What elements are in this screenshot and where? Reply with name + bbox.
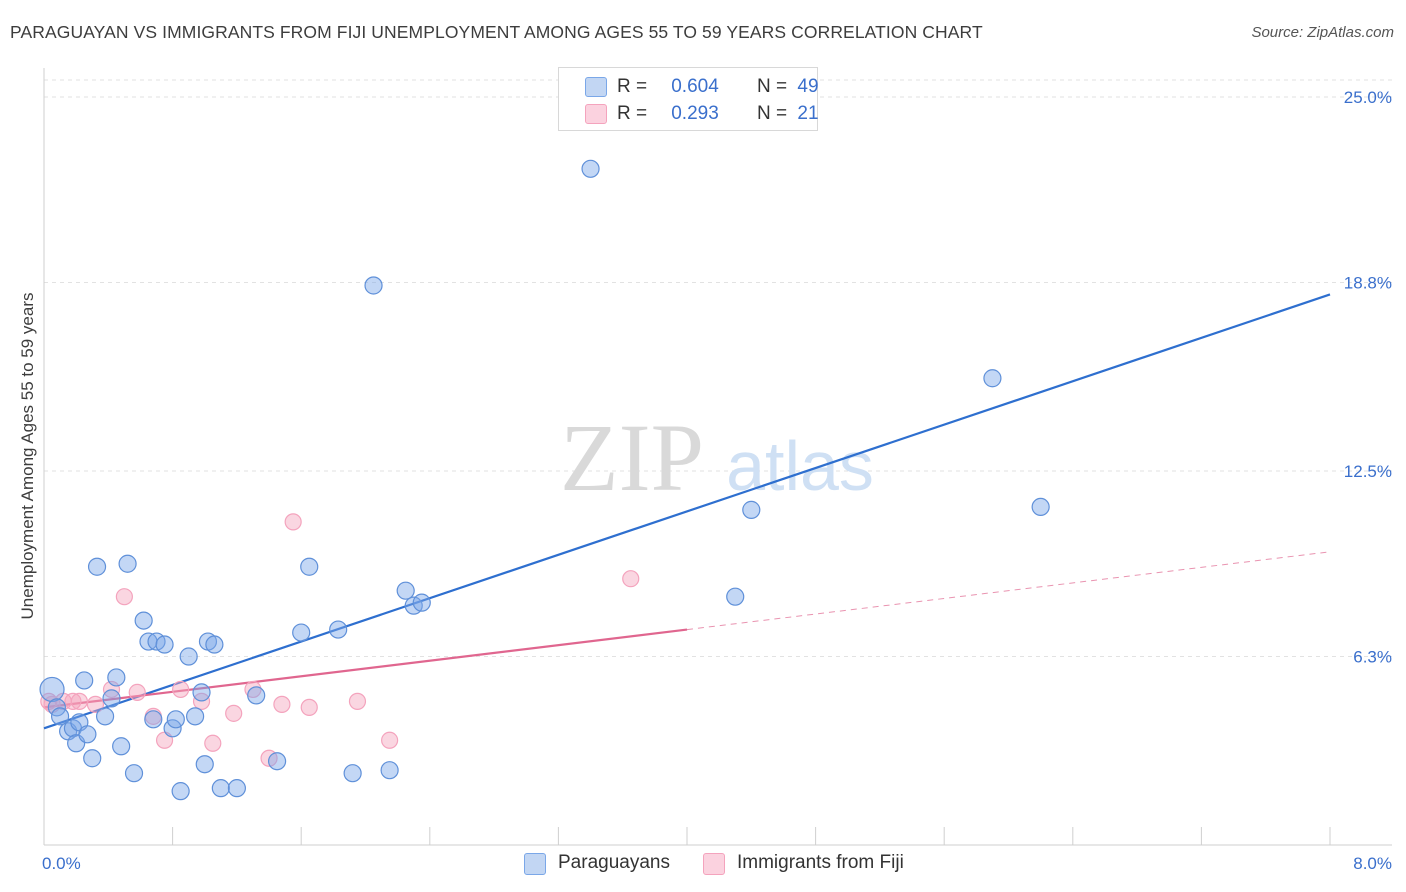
- fiji-point: [381, 731, 399, 749]
- fiji-point: [244, 680, 262, 699]
- fiji-point: [284, 513, 302, 531]
- legend-swatch-fiji: [585, 104, 607, 124]
- paraguayan-point: [364, 276, 383, 295]
- fiji-point: [64, 692, 82, 710]
- paraguayan-point: [50, 707, 70, 726]
- paraguayan-point: [267, 752, 287, 771]
- paraguayan-point: [211, 779, 230, 798]
- fiji-point: [128, 683, 146, 702]
- fiji-points: [40, 513, 640, 767]
- paraguayan-point: [380, 761, 399, 780]
- paraguayan-point: [983, 369, 1002, 388]
- fiji-point: [273, 695, 291, 713]
- fiji-point: [300, 698, 318, 716]
- watermark-atlas: atlas: [726, 427, 874, 505]
- paraguayan-point: [124, 764, 144, 783]
- fiji-point: [86, 695, 105, 713]
- paraguayan-point: [186, 707, 205, 726]
- paraguayan-point: [171, 782, 190, 801]
- paraguayan-point: [95, 707, 115, 726]
- x-tick-label-min: 0.0%: [42, 854, 81, 873]
- axes: [43, 68, 1392, 846]
- paraguayan-point: [192, 683, 211, 702]
- paraguayan-point: [247, 686, 266, 705]
- paraguayan-point: [343, 764, 362, 783]
- y-tick-label: 6.3%: [1353, 648, 1392, 667]
- paraguayan-point: [78, 725, 97, 744]
- legend-swatch-paraguayans: [524, 853, 546, 875]
- trendline-fiji: [43, 628, 688, 709]
- legend-r-label: R =: [617, 103, 648, 124]
- paraguayan-point: [742, 500, 761, 519]
- legend-r-value: 0.293: [671, 103, 719, 124]
- paraguayan-point: [112, 737, 131, 756]
- legend-n-value: 49: [797, 76, 819, 97]
- paraguayan-point: [329, 620, 348, 639]
- paraguayan-point: [155, 635, 174, 654]
- legend-n-label: N =: [757, 76, 788, 97]
- paraguayan-point: [87, 557, 107, 576]
- legend-swatch-fiji: [703, 853, 725, 875]
- chart-title: PARAGUAYAN VS IMMIGRANTS FROM FIJI UNEMP…: [10, 22, 983, 42]
- trendline-fiji-extension: [686, 551, 1331, 631]
- watermark: ZIP atlas: [560, 404, 874, 511]
- paraguayan-point: [39, 676, 65, 703]
- y-tick-label: 18.8%: [1344, 274, 1392, 293]
- fiji-point: [225, 704, 243, 722]
- trendline-paraguayans: [43, 293, 1331, 730]
- paraguayan-point: [179, 647, 198, 666]
- fiji-point: [622, 570, 640, 588]
- paraguayan-point: [1031, 497, 1050, 517]
- paraguayan-point: [118, 554, 137, 573]
- legend-label-paraguayans: Paraguayans: [558, 852, 670, 873]
- fiji-point: [204, 734, 222, 752]
- paraguayan-point: [144, 710, 163, 729]
- fiji-point: [70, 692, 88, 710]
- fiji-point: [172, 680, 190, 699]
- stats-legend: R = 0.604 N = 49 R = 0.293 N = 21: [558, 67, 819, 131]
- legend-n-value: 21: [797, 103, 819, 124]
- paraguayan-point: [75, 671, 94, 690]
- paraguayan-point: [166, 710, 185, 729]
- paraguayan-point: [107, 668, 126, 687]
- y-tick-label: 12.5%: [1344, 462, 1392, 481]
- paraguayan-point: [300, 557, 319, 576]
- paraguayan-point: [396, 581, 415, 600]
- x-tick-label-max: 8.0%: [1353, 854, 1392, 873]
- paraguayan-point: [412, 593, 431, 612]
- legend-r-label: R =: [617, 76, 648, 97]
- paraguayan-points: [39, 159, 1050, 801]
- paraguayan-point: [83, 749, 102, 768]
- legend-swatch-paraguayans: [585, 77, 607, 97]
- paraguayan-point: [581, 159, 600, 178]
- y-tick-label: 25.0%: [1344, 88, 1392, 107]
- grid-lines: [44, 79, 1392, 658]
- tick-labels: 6.3% 12.5% 18.8% 25.0% 0.0% 8.0%: [42, 88, 1392, 873]
- paraguayan-point: [205, 635, 224, 654]
- paraguayan-point: [134, 611, 153, 630]
- legend-n-label: N =: [757, 103, 788, 124]
- source-label: Source: ZipAtlas.com: [1251, 24, 1394, 41]
- paraguayan-point: [726, 587, 745, 606]
- paraguayan-point: [292, 623, 311, 642]
- fiji-point: [348, 692, 367, 710]
- watermark-zip: ZIP: [560, 404, 704, 511]
- paraguayan-point: [102, 689, 121, 708]
- legend-label-fiji: Immigrants from Fiji: [737, 852, 904, 873]
- legend-r-value: 0.604: [671, 76, 719, 97]
- paraguayan-point: [195, 755, 214, 774]
- trend-lines: [43, 293, 1331, 730]
- paraguayan-point: [227, 779, 246, 798]
- fiji-point: [115, 588, 133, 606]
